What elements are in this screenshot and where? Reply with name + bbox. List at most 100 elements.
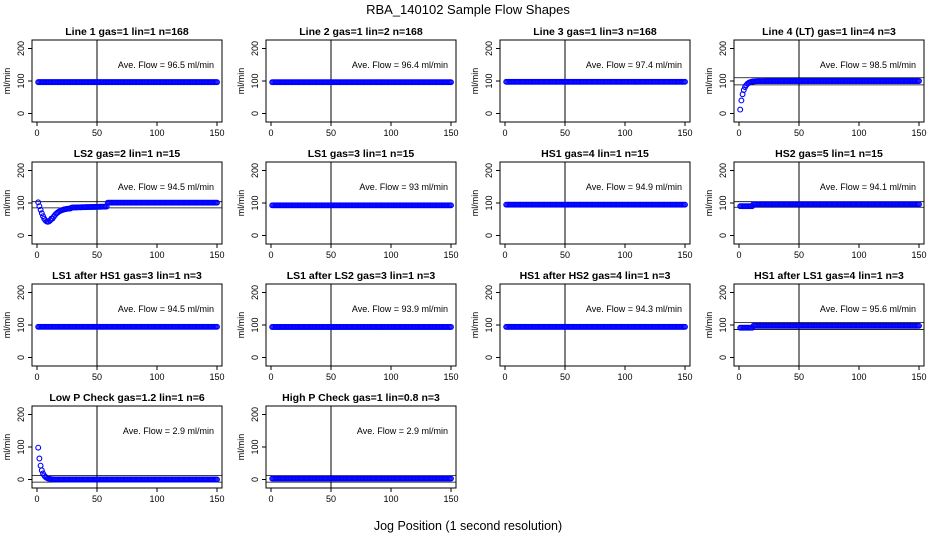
x-tick-label: 150 (911, 372, 926, 382)
y-axis-label: ml/min (2, 68, 12, 95)
x-tick-label: 50 (92, 250, 102, 260)
data-point (448, 475, 454, 482)
average-annotation: Ave. Flow = 98.5 ml/min (820, 60, 916, 70)
y-tick-label: 100 (484, 195, 494, 210)
x-tick-label: 0 (34, 372, 39, 382)
x-tick-label: 150 (209, 250, 224, 260)
y-tick-label: 200 (16, 163, 26, 178)
average-annotation: Ave. Flow = 93.9 ml/min (352, 304, 448, 314)
average-annotation: Ave. Flow = 97.4 ml/min (586, 60, 682, 70)
x-tick-label: 0 (502, 250, 507, 260)
data-point (740, 87, 747, 93)
x-tick-label: 150 (443, 372, 458, 382)
x-tick-label: 0 (268, 372, 273, 382)
y-tick-label: 0 (250, 355, 260, 360)
x-tick-label: 100 (149, 250, 164, 260)
y-tick-label: 200 (718, 285, 728, 300)
panel-title: LS1 gas=3 lin=1 n=15 (308, 148, 415, 160)
y-tick-label: 200 (718, 163, 728, 178)
x-tick-label: 150 (677, 128, 692, 138)
y-axis-label: ml/min (2, 312, 12, 339)
panel-1: Line 1 gas=1 lin=1 n=168 ml/min 0 100 200 0 50… (2, 26, 225, 138)
y-tick-label: 0 (16, 355, 26, 360)
data-point (214, 476, 220, 483)
x-tick-label: 150 (443, 494, 458, 504)
panel-6: LS1 gas=3 lin=1 n=15 ml/min 0 100 200 0 50 100 1… (236, 148, 459, 260)
x-tick-label: 50 (326, 250, 336, 260)
x-tick-label: 50 (326, 494, 336, 504)
panel-2: Line 2 gas=1 lin=2 n=168 ml/min 0 100 200 0 50… (236, 26, 459, 138)
panel-title: LS2 gas=2 lin=1 n=15 (74, 148, 181, 160)
x-tick-label: 0 (268, 128, 273, 138)
x-tick-label: 100 (149, 372, 164, 382)
x-tick-label: 100 (383, 494, 398, 504)
data-point (916, 201, 922, 208)
y-tick-label: 0 (16, 111, 26, 116)
panel-13: Low P Check gas=1.2 lin=1 n=6 ml/min 0 100 2… (2, 392, 225, 504)
data-point (36, 455, 43, 462)
panel-title: HS1 gas=4 lin=1 n=15 (541, 148, 649, 160)
panel-8: HS2 gas=5 lin=1 n=15 ml/min 0 100 200 0 50 100 1… (704, 148, 927, 260)
x-tick-label: 50 (794, 250, 804, 260)
y-axis-label: ml/min (704, 190, 714, 217)
y-tick-label: 0 (250, 477, 260, 482)
y-tick-label: 100 (250, 317, 260, 332)
panel-title: Line 2 gas=1 lin=2 n=168 (299, 26, 423, 38)
average-annotation: Ave. Flow = 94.1 ml/min (820, 182, 916, 192)
x-tick-label: 50 (92, 494, 102, 504)
panel-title: HS2 gas=5 lin=1 n=15 (775, 148, 883, 160)
y-axis-label: ml/min (470, 68, 480, 95)
x-tick-label: 100 (851, 372, 866, 382)
y-tick-label: 100 (250, 73, 260, 88)
data-point (682, 78, 688, 85)
data-point (37, 462, 44, 469)
y-tick-label: 0 (718, 355, 728, 360)
data-point (35, 199, 42, 206)
panel-title: LS1 after LS2 gas=3 lin=1 n=3 (287, 270, 436, 282)
panel-title: HS1 after HS2 gas=4 lin=1 n=3 (520, 270, 671, 282)
average-annotation: Ave. Flow = 96.4 ml/min (352, 60, 448, 70)
x-tick-label: 50 (326, 372, 336, 382)
x-tick-label: 50 (560, 250, 570, 260)
x-tick-label: 150 (677, 250, 692, 260)
x-tick-label: 100 (149, 128, 164, 138)
data-point (738, 97, 745, 104)
panel-11: HS1 after HS2 gas=4 lin=1 n=3 ml/min 0 100 2… (470, 270, 693, 382)
y-tick-label: 200 (718, 41, 728, 56)
data-point (448, 79, 454, 86)
average-annotation: Ave. Flow = 94.5 ml/min (118, 182, 214, 192)
x-tick-label: 0 (268, 250, 273, 260)
x-tick-label: 0 (736, 128, 741, 138)
x-tick-label: 0 (736, 250, 741, 260)
y-tick-label: 100 (16, 73, 26, 88)
y-tick-label: 100 (16, 439, 26, 454)
y-tick-label: 100 (718, 73, 728, 88)
panel-title: Low P Check gas=1.2 lin=1 n=6 (49, 392, 204, 404)
data-point (35, 444, 42, 451)
data-point (916, 322, 922, 329)
data-point (214, 323, 220, 330)
x-tick-label: 150 (443, 128, 458, 138)
data-point (37, 206, 44, 213)
y-tick-label: 0 (718, 111, 728, 116)
x-tick-label: 100 (383, 250, 398, 260)
panel-title: High P Check gas=1 lin=0.8 n=3 (282, 392, 440, 404)
average-annotation: Ave. Flow = 94.5 ml/min (118, 304, 214, 314)
x-tick-label: 100 (617, 372, 632, 382)
data-point (36, 203, 43, 210)
y-tick-label: 0 (250, 233, 260, 238)
y-axis-label: ml/min (470, 190, 480, 217)
y-tick-label: 100 (16, 195, 26, 210)
x-tick-label: 100 (149, 494, 164, 504)
y-tick-label: 100 (718, 317, 728, 332)
x-tick-label: 100 (383, 128, 398, 138)
panel-14: High P Check gas=1 lin=0.8 n=3 ml/min 0 100… (236, 392, 459, 504)
average-annotation: Ave. Flow = 95.6 ml/min (820, 304, 916, 314)
panel-5: LS2 gas=2 lin=1 n=15 ml/min 0 100 200 0 50 100 1… (2, 148, 225, 260)
data-point (448, 324, 454, 330)
x-tick-label: 100 (851, 128, 866, 138)
y-axis-label: ml/min (236, 190, 246, 217)
y-tick-label: 200 (250, 407, 260, 422)
data-point (682, 323, 688, 330)
